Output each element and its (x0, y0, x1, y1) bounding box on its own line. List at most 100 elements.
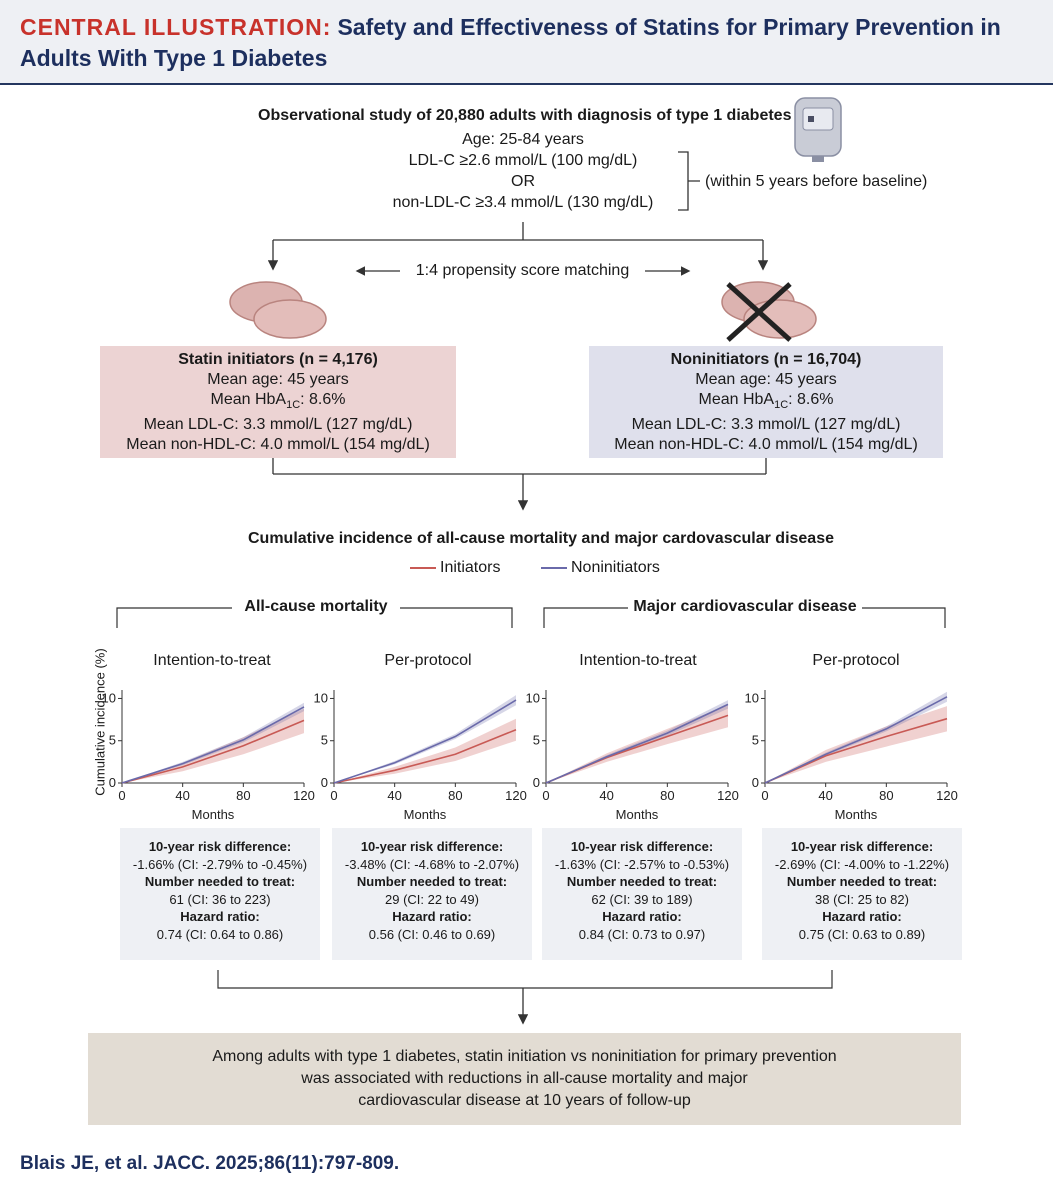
noninitiators-ci-band (546, 700, 728, 783)
study-description: Observational study of 20,880 adults wit… (258, 107, 792, 124)
title-text: Safety and Effectiveness of Statins for … (20, 14, 1001, 71)
statin-ldl: Mean LDL-C: 3.3 mmol/L (127 mg/dL) (143, 416, 413, 434)
x-tick-label: 0 (761, 788, 768, 803)
hr-value: 0.56 (CI: 0.46 to 0.69) (368, 926, 496, 942)
x-axis-label: Months (835, 807, 878, 822)
legend-noninitiators: Noninitiators (571, 559, 660, 576)
x-tick-label: 80 (879, 788, 893, 803)
nnt-value: 61 (CI: 36 to 223) (169, 891, 271, 907)
y-tick-label: 10 (745, 690, 759, 705)
rd-value: -3.48% (CI: -4.68% to -2.07%) (344, 856, 520, 872)
hr-label: Hazard ratio: (602, 909, 682, 924)
rd-label: 10-year risk difference: (148, 839, 292, 854)
hr-value: 0.74 (CI: 0.64 to 0.86) (156, 926, 284, 942)
statin-title: Statin initiators (n = 4,176) (178, 351, 378, 368)
x-axis-label: Months (616, 807, 659, 822)
conclusion-line-3: cardiovascular disease at 10 years of fo… (358, 1092, 691, 1109)
central-illustration-kicker: CENTRAL ILLUSTRATION: (20, 14, 332, 40)
hr-value: 0.84 (CI: 0.73 to 0.97) (578, 926, 706, 942)
results-box-4: 10-year risk difference: -2.69% (CI: -4.… (762, 828, 962, 960)
statin-nonhdl: Mean non-HDL-C: 4.0 mmol/L (154 mg/dL) (126, 436, 430, 454)
statin-age: Mean age: 45 years (207, 371, 349, 388)
y-tick-label: 10 (526, 690, 540, 705)
x-axis-label: Months (192, 807, 235, 822)
y-tick-label: 5 (752, 733, 759, 748)
x-tick-label: 0 (330, 788, 337, 803)
x-axis-label: Months (404, 807, 447, 822)
rd-value: -1.66% (CI: -2.79% to -0.45%) (132, 856, 308, 872)
non-age: Mean age: 45 years (695, 371, 837, 388)
y-tick-label: 10 (314, 690, 328, 705)
nnt-value: 62 (CI: 39 to 189) (591, 891, 693, 907)
results-box-1: 10-year risk difference: -1.66% (CI: -2.… (120, 828, 320, 960)
section-cvd: Major cardiovascular disease (633, 598, 857, 615)
non-title: Noninitiators (n = 16,704) (670, 351, 862, 368)
statin-hba: Mean HbA1C: 8.6% (210, 391, 346, 412)
rd-label: 10-year risk difference: (360, 839, 504, 854)
x-tick-label: 80 (236, 788, 250, 803)
y-tick-label: 0 (752, 775, 759, 790)
non-nonhdl: Mean non-HDL-C: 4.0 mmol/L (154 mg/dL) (614, 436, 918, 454)
noninitiators-ci-band (122, 702, 304, 783)
x-tick-label: 40 (387, 788, 401, 803)
nnt-value: 38 (CI: 25 to 82) (815, 891, 909, 907)
nnt-value: 29 (CI: 22 to 49) (385, 891, 479, 907)
y-tick-label: 5 (533, 733, 540, 748)
initiators-ci-band (334, 718, 516, 783)
noninitiators-line (121, 706, 305, 784)
conclusion-box: Among adults with type 1 diabetes, stati… (88, 1033, 961, 1125)
conclusion-line-1: Among adults with type 1 diabetes, stati… (212, 1048, 837, 1065)
noninitiators-line (764, 696, 948, 784)
rd-label: 10-year risk difference: (790, 839, 934, 854)
noninitiators-line (333, 699, 517, 784)
results-box-2: 10-year risk difference: -3.48% (CI: -4.… (332, 828, 532, 960)
rd-label: 10-year risk difference: (570, 839, 714, 854)
x-tick-label: 80 (660, 788, 674, 803)
plot-title-3: Intention-to-treat (579, 652, 697, 669)
initiators-line (333, 728, 517, 784)
study-nonldl: non-LDL-C ≥3.4 mmol/L (130 mg/dL) (392, 194, 654, 211)
y-tick-label: 10 (102, 690, 116, 705)
header-banner: CENTRAL ILLUSTRATION: Safety and Effectiv… (0, 0, 1053, 85)
hr-label: Hazard ratio: (822, 909, 902, 924)
study-ldl: LDL-C ≥2.6 mmol/L (100 mg/dL) (408, 152, 638, 169)
study-window: (within 5 years before baseline) (705, 173, 928, 190)
x-tick-label: 120 (293, 788, 315, 803)
initiators-line (121, 719, 305, 784)
plot-title-4: Per-protocol (812, 652, 900, 669)
y-tick-label: 0 (109, 775, 116, 790)
non-hba: Mean HbA1C: 8.6% (698, 391, 834, 412)
x-tick-label: 0 (118, 788, 125, 803)
legend-initiators: Initiators (440, 559, 501, 576)
noninitiators-line (545, 703, 729, 784)
y-tick-label: 0 (321, 775, 328, 790)
initiators-ci-band (122, 708, 304, 783)
y-tick-label: 5 (109, 733, 116, 748)
hr-label: Hazard ratio: (392, 909, 472, 924)
noninitiators-box: Noninitiators (n = 16,704) Mean age: 45 … (589, 346, 943, 458)
initiators-ci-band (765, 706, 947, 783)
x-tick-label: 0 (542, 788, 549, 803)
conclusion-line-2: was associated with reductions in all-ca… (301, 1070, 748, 1087)
y-tick-label: 5 (321, 733, 328, 748)
outcomes-title: Cumulative incidence of all-cause mortal… (248, 530, 834, 547)
x-tick-label: 80 (448, 788, 462, 803)
nnt-label: Number needed to treat: (566, 874, 718, 889)
study-or: OR (511, 173, 535, 190)
statin-initiators-box: Statin initiators (n = 4,176) Mean age: … (100, 346, 456, 458)
x-tick-label: 120 (936, 788, 958, 803)
nnt-label: Number needed to treat: (144, 874, 296, 889)
nnt-label: Number needed to treat: (356, 874, 508, 889)
hr-value: 0.75 (CI: 0.63 to 0.89) (798, 926, 926, 942)
page-title: CENTRAL ILLUSTRATION: Safety and Effectiv… (20, 12, 1035, 74)
x-tick-label: 40 (175, 788, 189, 803)
x-tick-label: 40 (818, 788, 832, 803)
x-tick-label: 120 (505, 788, 527, 803)
citation: Blais JE, et al. JACC. 2025;86(11):797-8… (20, 1153, 400, 1174)
nnt-label: Number needed to treat: (786, 874, 938, 889)
